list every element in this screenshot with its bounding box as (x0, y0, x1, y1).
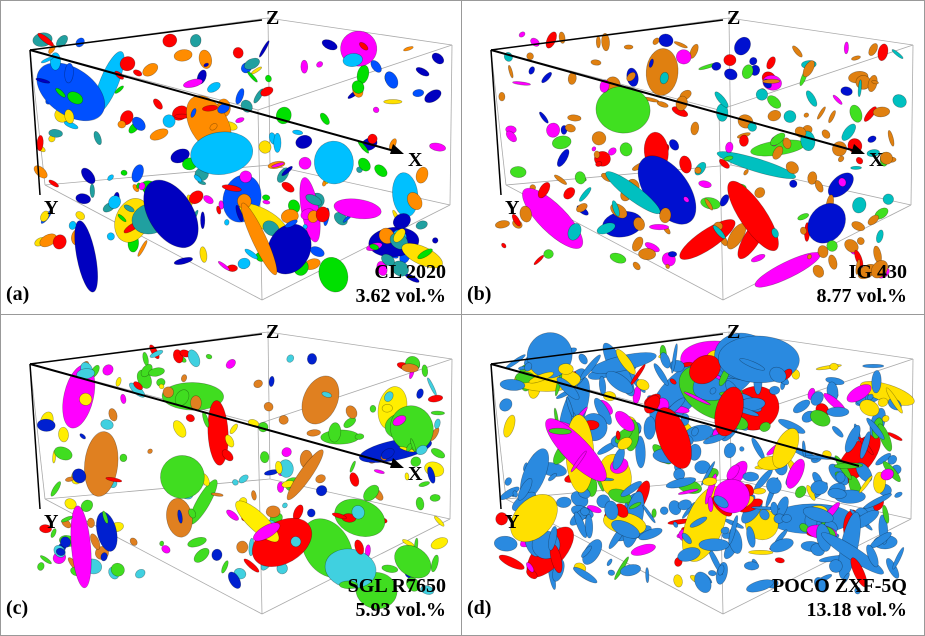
porosity: 8.77 vol.% (816, 285, 907, 307)
pore (260, 451, 269, 463)
pore (596, 36, 600, 48)
panel: Z Y (d) POCO ZXF-5Q13.18 vol.% (462, 315, 925, 636)
x-axis-label: X (408, 463, 423, 485)
pore (138, 182, 145, 190)
material-name: POCO ZXF-5Q (772, 575, 907, 597)
pore (763, 79, 780, 84)
pore (274, 133, 281, 152)
pore (739, 135, 749, 147)
pore (827, 407, 849, 417)
pore (236, 541, 248, 554)
z-axis-label: Z (266, 7, 279, 29)
y-axis-label: Y (505, 511, 520, 533)
pore (120, 454, 127, 462)
x-axis-label: X (869, 149, 884, 171)
figure: X Z Y (a) CL 20203.62 vol.% X Z Y (b) IG 4308.77 … (0, 0, 925, 636)
pore (744, 561, 759, 570)
pore (624, 45, 633, 49)
pore (90, 184, 95, 198)
z-axis-label: Z (727, 7, 740, 29)
pore (743, 472, 759, 482)
panel-label: (d) (467, 597, 491, 619)
material-name: IG 430 (849, 261, 907, 283)
pore (307, 509, 315, 518)
pore (863, 364, 884, 368)
porosity: 13.18 vol.% (806, 599, 907, 621)
pore (668, 251, 677, 257)
pore (301, 60, 308, 73)
panel-label: (b) (467, 283, 491, 305)
porosity: 3.62 vol.% (355, 285, 446, 307)
pore (724, 54, 737, 66)
pore (266, 506, 280, 518)
y-axis-label: Y (505, 197, 520, 219)
pore (499, 92, 505, 101)
pore (224, 219, 229, 225)
panel-label: (c) (6, 597, 28, 619)
x-axis-label: X (408, 149, 423, 171)
material-name: SGL R7650 (348, 575, 446, 597)
pore (645, 568, 649, 583)
pore (594, 151, 600, 159)
pore (370, 405, 376, 412)
pore (789, 180, 797, 188)
pore (384, 100, 402, 104)
pore (431, 411, 445, 415)
panel: X Z Y (b) IG 4308.77 vol.% (462, 1, 925, 322)
pore (382, 404, 393, 412)
pore (638, 248, 656, 260)
z-axis-label: Z (727, 321, 740, 343)
panel-label: (a) (6, 283, 29, 305)
y-axis-label: Y (44, 511, 59, 533)
porosity: 5.93 vol.% (355, 599, 446, 621)
y-axis-label: Y (44, 197, 59, 219)
pore (749, 550, 774, 555)
pore (851, 166, 862, 169)
material-name: CL 2020 (374, 261, 446, 283)
pore (844, 42, 849, 54)
pore (649, 224, 668, 230)
pore (307, 353, 317, 364)
pore (201, 212, 205, 229)
z-axis-label: Z (266, 321, 279, 343)
pore (558, 363, 573, 374)
panel: X Z Y (c) SGL R76505.93 vol.% (1, 315, 464, 636)
pore (753, 488, 766, 495)
pore (699, 539, 729, 551)
